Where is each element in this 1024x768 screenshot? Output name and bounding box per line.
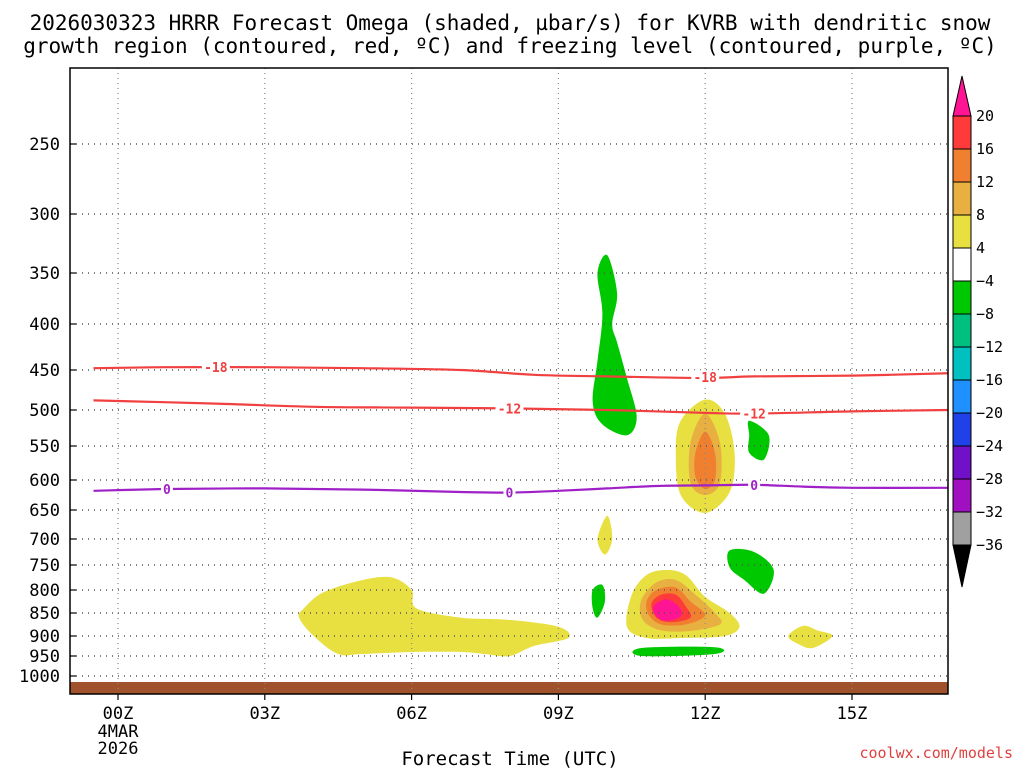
colorbar-min-arrow — [952, 544, 972, 588]
colorbar-swatch-6 — [952, 313, 972, 348]
x-tick-label-12Z: 12Z — [690, 704, 721, 724]
colorbar-label-2: 12 — [976, 173, 994, 191]
colorbar-label-3: 8 — [976, 206, 985, 224]
omega-shade-region-6 — [298, 576, 570, 657]
colorbar-swatch-1 — [952, 148, 972, 183]
colorbar-swatch-9 — [952, 412, 972, 447]
omega-shade-region-1 — [747, 420, 770, 461]
contour-line-1 — [93, 399, 948, 415]
contour-label-6: 0 — [750, 479, 758, 494]
colorbar-label-5: −4 — [976, 272, 994, 290]
y-tick-label-400: 400 — [29, 315, 60, 335]
colorbar-label-13: −36 — [976, 536, 1003, 554]
colorbar-label-8: −16 — [976, 371, 1003, 389]
contour-layer — [93, 366, 948, 494]
below-ground-layer — [70, 682, 948, 694]
x-tick-label-15Z: 15Z — [837, 704, 868, 724]
colorbar-swatch-7 — [952, 346, 972, 381]
contour-label-5: 0 — [506, 487, 514, 502]
omega-shade-region-9 — [694, 431, 717, 490]
colorbar-swatch-12 — [952, 511, 972, 546]
y-tick-label-900: 900 — [29, 627, 60, 647]
contour-label-bg-2 — [495, 401, 524, 416]
colorbar-label-0: 20 — [976, 107, 994, 125]
omega-shading-layer — [298, 254, 833, 657]
y-tick-label-750: 750 — [29, 556, 60, 576]
omega-shade-region-15 — [788, 625, 833, 649]
colorbar-swatch-8 — [952, 379, 972, 414]
contour-label-2: -12 — [498, 402, 521, 417]
grid-layer — [70, 68, 948, 694]
colorbar-swatch-10 — [952, 445, 972, 480]
colorbar-swatch-0 — [952, 115, 972, 150]
y-tick-label-600: 600 — [29, 471, 60, 491]
colorbar-swatch-11 — [952, 478, 972, 513]
chart-title-line-1: 2026030323 HRRR Forecast Omega (shaded, … — [30, 11, 991, 35]
contour-label-4: 0 — [163, 483, 171, 498]
x-tick-label-06Z: 06Z — [396, 704, 427, 724]
y-tick-label-950: 950 — [29, 647, 60, 667]
colorbar-swatch-3 — [952, 214, 972, 249]
x-date-label-day: 4MAR — [98, 722, 140, 742]
omega-shade-region-2 — [727, 548, 774, 594]
contour-label-bg-1 — [691, 370, 720, 385]
contour-label-bg-6 — [748, 477, 761, 492]
x-tick-label-09Z: 09Z — [543, 704, 574, 724]
omega-shade-region-4 — [632, 646, 725, 657]
colorbar-max-arrow — [952, 75, 972, 117]
colorbar-label-6: −8 — [976, 305, 994, 323]
y-tick-label-650: 650 — [29, 501, 60, 521]
contour-label-1: -18 — [693, 371, 717, 386]
colorbar-label-4: 4 — [976, 239, 985, 257]
chart-title: 2026030323 HRRR Forecast Omega (shaded, … — [23, 11, 997, 58]
colorbar-label-9: −20 — [976, 404, 1003, 422]
y-tick-label-450: 450 — [29, 361, 60, 381]
x-tick-label-03Z: 03Z — [249, 704, 280, 724]
y-axis: 250 300 350 400 450 500 550 600 650 700 750 800 850 9… — [19, 135, 76, 687]
colorbar-label-12: −32 — [976, 503, 1003, 521]
omega-shade-region-5 — [597, 515, 613, 555]
credit-text: coolwx.com/models — [859, 744, 1013, 762]
contour-label-layer: -18 -18 -12 -12 0 0 0 — [160, 360, 769, 502]
contour-line-2 — [93, 483, 948, 494]
omega-shade-region-0 — [592, 254, 637, 436]
colorbar-swatch-2 — [952, 181, 972, 216]
contour-line-0 — [93, 366, 948, 380]
colorbar-label-7: −12 — [976, 338, 1003, 356]
contour-label-bg-3 — [740, 406, 769, 421]
x-tick-label-00Z: 00Z — [103, 704, 134, 724]
x-date-label-year: 2026 — [98, 739, 139, 759]
below-ground-band — [70, 682, 948, 694]
colorbar-label-10: −24 — [976, 437, 1003, 455]
contour-label-bg-0 — [201, 360, 230, 375]
plot-frame — [69, 67, 949, 695]
y-tick-label-1000: 1000 — [19, 667, 60, 687]
contour-label-3: -12 — [742, 408, 765, 423]
y-tick-label-350: 350 — [29, 264, 60, 284]
colorbar-label-1: 16 — [976, 140, 994, 158]
contour-label-bg-5 — [503, 485, 516, 500]
colorbar-label-11: −28 — [976, 470, 1003, 488]
y-tick-label-550: 550 — [29, 437, 60, 457]
colorbar-swatch-4 — [952, 247, 972, 282]
omega-shade-region-14 — [653, 599, 682, 621]
omega-shade-region-3 — [591, 584, 606, 618]
contour-label-bg-4 — [160, 482, 173, 496]
y-tick-label-800: 800 — [29, 581, 60, 601]
y-tick-label-250: 250 — [29, 135, 60, 155]
y-tick-label-500: 500 — [29, 401, 60, 421]
y-tick-label-700: 700 — [29, 530, 60, 550]
chart-title-line-2: growth region (contoured, red, ºC) and f… — [23, 34, 997, 58]
y-tick-label-850: 850 — [29, 604, 60, 624]
colorbar-swatch-5 — [952, 280, 972, 315]
contour-label-0: -18 — [204, 361, 228, 376]
colorbar: 20 16 12 8 4 −4 −8 −12 −16 −20 −24 −28 −32 −36 — [952, 75, 1003, 588]
x-axis: 00Z 03Z 06Z 09Z 12Z 15Z — [103, 694, 868, 724]
y-tick-label-300: 300 — [29, 205, 60, 225]
x-axis-title: Forecast Time (UTC) — [401, 748, 618, 768]
